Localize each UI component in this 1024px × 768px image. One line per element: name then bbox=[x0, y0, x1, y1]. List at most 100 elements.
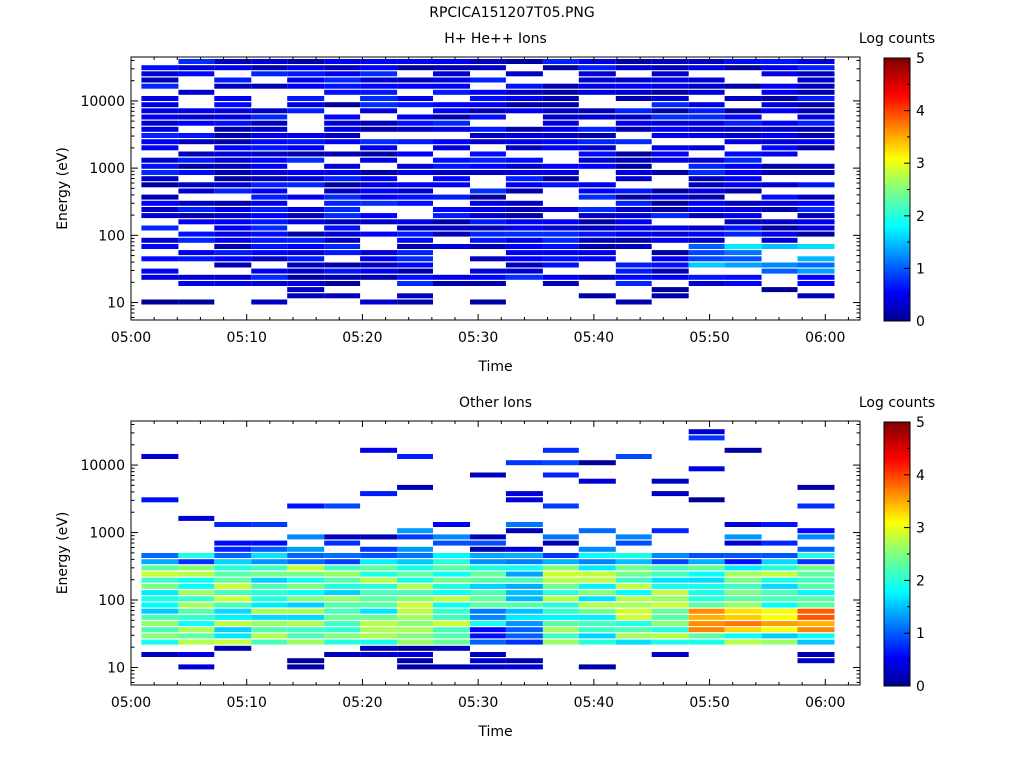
heatmap-cell bbox=[360, 120, 398, 126]
x-tick-label: 06:00 bbox=[805, 695, 845, 711]
heatmap-cell bbox=[688, 596, 725, 602]
heatmap-cell bbox=[761, 565, 798, 571]
heatmap-cell bbox=[251, 274, 288, 280]
heatmap-cells bbox=[141, 429, 835, 670]
heatmap-cell bbox=[141, 182, 179, 188]
heatmap-cell bbox=[470, 652, 506, 657]
heatmap-cell bbox=[251, 596, 288, 602]
heatmap-cell bbox=[360, 596, 398, 602]
heatmap-cell bbox=[433, 108, 470, 114]
heatmap-cell bbox=[615, 268, 652, 274]
heatmap-cell bbox=[724, 126, 762, 132]
heatmap-cell bbox=[141, 608, 179, 614]
heatmap-cell bbox=[688, 621, 725, 627]
heatmap-cell bbox=[433, 65, 470, 71]
heatmap-cell bbox=[542, 571, 579, 577]
heatmap-cell bbox=[724, 608, 762, 614]
heatmap-cell bbox=[141, 633, 179, 639]
heatmap-cell bbox=[797, 534, 835, 540]
heatmap-cell bbox=[615, 639, 652, 645]
heatmap-cell bbox=[470, 553, 506, 558]
heatmap-cell bbox=[433, 77, 470, 83]
heatmap-cell bbox=[761, 287, 798, 293]
heatmap-cell bbox=[397, 77, 433, 83]
heatmap-cell bbox=[178, 553, 215, 558]
heatmap-cell bbox=[542, 250, 579, 256]
heatmap-cell bbox=[761, 65, 798, 71]
heatmap-cell bbox=[651, 250, 689, 256]
heatmap-cell bbox=[360, 200, 398, 206]
heatmap-cell bbox=[324, 621, 361, 627]
heatmap-cell bbox=[397, 553, 433, 558]
heatmap-cell bbox=[214, 108, 252, 114]
heatmap-cell bbox=[433, 83, 470, 89]
heatmap-cell bbox=[651, 608, 689, 614]
heatmap-cell bbox=[178, 213, 215, 219]
heatmap-cell bbox=[178, 219, 215, 225]
heatmap-cell bbox=[688, 59, 725, 64]
heatmap-cell bbox=[287, 250, 325, 256]
heatmap-cell bbox=[141, 268, 179, 274]
heatmap-cell bbox=[797, 262, 835, 268]
heatmap-cell bbox=[324, 151, 361, 157]
heatmap-cell bbox=[397, 621, 433, 627]
heatmap-cell bbox=[651, 528, 689, 534]
heatmap-cell bbox=[397, 274, 433, 280]
figure-title: RPCICA151207T05.PNG bbox=[429, 5, 595, 21]
heatmap-cell bbox=[141, 114, 179, 120]
heatmap-cell bbox=[214, 182, 252, 188]
heatmap-cell bbox=[433, 170, 470, 175]
heatmap-cell bbox=[178, 170, 215, 175]
heatmap-cell bbox=[141, 244, 179, 249]
heatmap-cell bbox=[324, 59, 361, 64]
heatmap-cell bbox=[651, 583, 689, 589]
heatmap-cell bbox=[324, 553, 361, 558]
heatmap-cell bbox=[505, 571, 543, 577]
heatmap-cell bbox=[797, 553, 835, 558]
heatmap-cell bbox=[505, 89, 543, 95]
heatmap-cell bbox=[797, 484, 835, 490]
heatmap-cell bbox=[397, 652, 433, 657]
heatmap-cell bbox=[470, 163, 506, 169]
heatmap-cell bbox=[360, 182, 398, 188]
heatmap-cell bbox=[578, 596, 616, 602]
heatmap-cell bbox=[214, 256, 252, 262]
heatmap-cell bbox=[397, 219, 433, 225]
heatmap-cell bbox=[797, 503, 835, 509]
heatmap-cell bbox=[761, 163, 798, 169]
heatmap-cell bbox=[397, 83, 433, 89]
heatmap-cell bbox=[761, 182, 798, 188]
heatmap-cell bbox=[688, 590, 725, 596]
heatmap-cell bbox=[651, 225, 689, 231]
heatmap-cell bbox=[397, 590, 433, 596]
heatmap-cell bbox=[470, 472, 506, 478]
heatmap-cell bbox=[324, 133, 361, 138]
heatmap-cell bbox=[470, 194, 506, 200]
heatmap-cell bbox=[397, 182, 433, 188]
heatmap-cell bbox=[578, 553, 616, 558]
heatmap-cell bbox=[724, 207, 762, 212]
heatmap-cell bbox=[214, 145, 252, 151]
heatmap-cell bbox=[542, 627, 579, 633]
x-axis-label: Time bbox=[477, 724, 512, 740]
heatmap-cell bbox=[688, 429, 725, 435]
heatmap-cell bbox=[578, 627, 616, 633]
heatmap-cell bbox=[651, 108, 689, 114]
heatmap-cell bbox=[251, 225, 288, 231]
heatmap-cell bbox=[141, 213, 179, 219]
heatmap-cell bbox=[797, 621, 835, 627]
heatmap-cell bbox=[360, 108, 398, 114]
heatmap-cell bbox=[433, 176, 470, 182]
heatmap-cell bbox=[141, 194, 179, 200]
heatmap-cell bbox=[141, 274, 179, 280]
heatmap-cell bbox=[251, 621, 288, 627]
heatmap-cell bbox=[287, 571, 325, 577]
heatmap-cell bbox=[578, 577, 616, 583]
heatmap-cell bbox=[724, 65, 762, 71]
heatmap-cell bbox=[397, 65, 433, 71]
heatmap-cell bbox=[214, 59, 252, 64]
heatmap-cell bbox=[397, 583, 433, 589]
heatmap-cell bbox=[615, 163, 652, 169]
heatmap-cell bbox=[214, 244, 252, 249]
heatmap-cell bbox=[688, 163, 725, 169]
